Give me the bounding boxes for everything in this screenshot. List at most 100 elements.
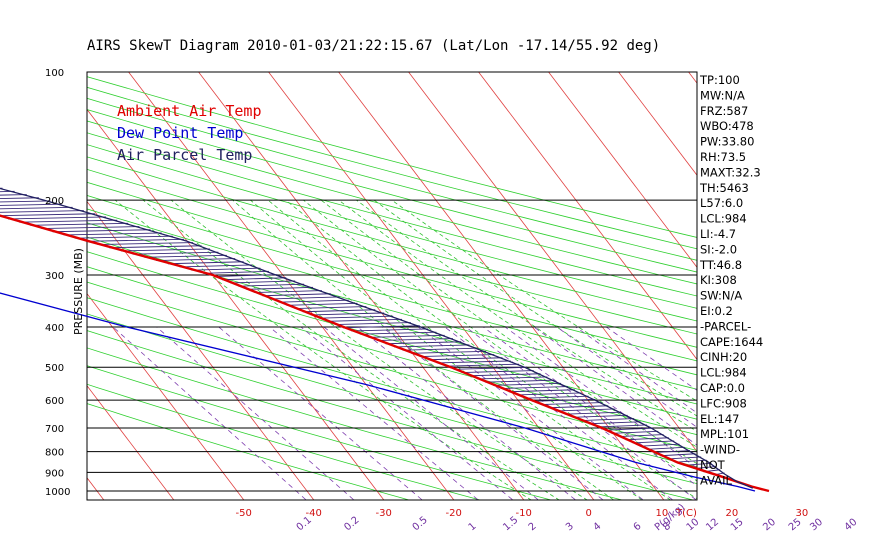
moist-adiabat bbox=[250, 199, 643, 500]
moist-adiabat bbox=[391, 199, 697, 402]
mixing-ratio-tick-label: 0.2 bbox=[342, 515, 361, 534]
bottom-temp-tick-label: -30 bbox=[376, 508, 392, 519]
legend-entry: Ambient Air Temp bbox=[117, 102, 262, 120]
mixing-ratio-line bbox=[556, 326, 697, 428]
index-entry: SI:-2.0 bbox=[700, 242, 737, 256]
isotherm-line bbox=[87, 477, 105, 500]
moist-adiabat bbox=[114, 199, 532, 500]
cape-hatch bbox=[524, 395, 589, 399]
bottom-temp-tick-label: -20 bbox=[446, 508, 462, 519]
pressure-tick-label: 600 bbox=[45, 396, 64, 407]
moist-adiabat bbox=[142, 199, 560, 500]
cape-hatch bbox=[508, 389, 575, 393]
dry-adiabat bbox=[87, 132, 697, 297]
cape-hatch bbox=[318, 315, 394, 319]
index-entry: TT:46.8 bbox=[699, 258, 742, 272]
cape-hatch bbox=[0, 206, 73, 210]
bottom-temp-tick-label: -10 bbox=[516, 508, 532, 519]
cape-hatch bbox=[611, 430, 659, 434]
bottom-temp-tick-label: 10 bbox=[656, 508, 669, 519]
cape-hatch bbox=[660, 453, 696, 457]
cape-hatch bbox=[270, 296, 340, 300]
index-entry: CAPE:1644 bbox=[700, 335, 763, 349]
cape-hatch bbox=[646, 446, 685, 450]
pressure-tick-label: 400 bbox=[45, 323, 64, 334]
legend-entry: Dew Point Temp bbox=[117, 124, 243, 142]
mixing-ratio-tick-label: 8 bbox=[661, 521, 673, 534]
index-entry: MPL:101 bbox=[700, 427, 749, 441]
cape-hatch bbox=[109, 245, 202, 249]
cape-hatch bbox=[596, 424, 648, 428]
mixing-ratio-line bbox=[357, 326, 576, 500]
dry-adiabat bbox=[87, 347, 624, 500]
dry-adiabat bbox=[87, 194, 697, 362]
bottom-temp-tick-label: T(C) bbox=[675, 508, 697, 519]
background-lines bbox=[87, 72, 697, 500]
dry-adiabat bbox=[87, 297, 697, 468]
index-entry: LCL:984 bbox=[700, 212, 747, 226]
legend-entry: Air Parcel Temp bbox=[117, 146, 252, 164]
dry-adiabat bbox=[87, 86, 697, 250]
cape-hatch bbox=[156, 258, 236, 262]
cape-hatch bbox=[262, 293, 331, 297]
cape-hatch bbox=[0, 210, 84, 213]
cape-hatch bbox=[132, 251, 219, 255]
mixing-ratio-line bbox=[269, 326, 478, 500]
dry-adiabat bbox=[87, 383, 482, 500]
mixing-ratio-tick-label: 4 bbox=[591, 521, 603, 534]
cape-hatch bbox=[230, 280, 296, 284]
index-entry: KI:308 bbox=[700, 273, 737, 287]
isotherm-line bbox=[688, 72, 697, 84]
dry-adiabat bbox=[87, 222, 697, 390]
pressure-tick-label: 700 bbox=[45, 424, 64, 435]
cape-hatch bbox=[351, 328, 429, 332]
cape-hatch bbox=[477, 376, 548, 380]
moist-adiabat bbox=[232, 199, 615, 500]
chart-title: AIRS SkewT Diagram 2010-01-03/21:22:15.6… bbox=[87, 38, 660, 54]
cape-hatch bbox=[246, 286, 313, 290]
cape-hatch bbox=[411, 350, 486, 354]
index-entry: EI:0.2 bbox=[700, 304, 733, 318]
cape-hatch bbox=[30, 222, 129, 226]
dry-adiabat bbox=[87, 181, 697, 348]
cape-hatch bbox=[394, 344, 470, 348]
index-entry: -WIND- bbox=[700, 443, 740, 457]
cape-hatch bbox=[97, 242, 194, 246]
mixing-ratio-line bbox=[156, 326, 354, 500]
bottom-temp-tick-label: 20 bbox=[726, 508, 739, 519]
pressure-tick-label: 500 bbox=[45, 363, 64, 374]
index-entry: SW:N/A bbox=[700, 289, 742, 303]
dry-adiabat bbox=[87, 330, 695, 500]
cape-hatch bbox=[74, 235, 173, 239]
moist-adiabat bbox=[303, 199, 697, 482]
dry-adiabat bbox=[87, 365, 553, 500]
y-axis-label: PRESSURE (MB) bbox=[72, 248, 85, 335]
moist-adiabat bbox=[320, 199, 697, 465]
cape-hatch bbox=[0, 197, 39, 200]
cape-hatch bbox=[52, 229, 151, 233]
cape-hatch bbox=[368, 334, 445, 338]
mixing-ratio-line bbox=[465, 326, 697, 500]
cape-hatch bbox=[556, 408, 615, 412]
cape-hatch bbox=[580, 418, 635, 422]
cape-hatch bbox=[8, 216, 107, 220]
bottom-temp-tick-label: 0 bbox=[586, 508, 592, 519]
mixing-ratio-line bbox=[112, 326, 307, 500]
cape-hatch bbox=[214, 274, 278, 278]
cape-hatch bbox=[674, 459, 707, 463]
index-entry: FRZ:587 bbox=[700, 104, 748, 118]
cape-hatch bbox=[548, 405, 609, 409]
cape-hatch bbox=[604, 427, 654, 431]
mixing-ratio-tick-label: 2 bbox=[527, 521, 539, 534]
dry-adiabat bbox=[87, 281, 697, 451]
cape-hatch bbox=[485, 379, 555, 383]
cape-hatch bbox=[419, 354, 495, 358]
cape-hatch bbox=[85, 238, 184, 242]
cape-hatch bbox=[639, 443, 680, 447]
isobar-layer bbox=[86, 71, 698, 501]
legend: Ambient Air Temp Dew Point Temp Air Parcel… bbox=[117, 102, 262, 164]
cape-hatch bbox=[203, 270, 269, 274]
cape-hatch bbox=[294, 306, 367, 310]
